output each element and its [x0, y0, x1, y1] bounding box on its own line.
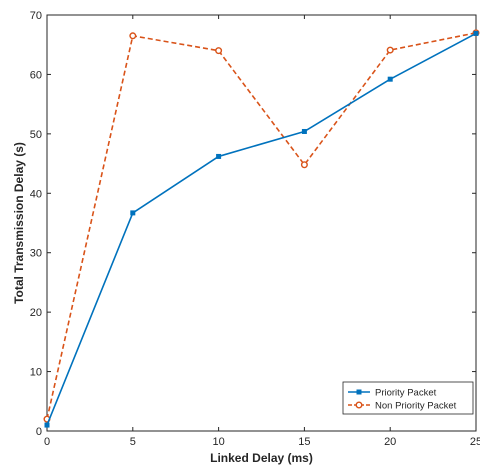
legend-item: Non Priority Packet	[348, 401, 457, 412]
y-tick-label: 30	[30, 248, 42, 260]
data-point	[216, 153, 222, 159]
legend-marker	[355, 401, 363, 409]
y-tick-label: 70	[30, 10, 42, 22]
x-tick-label: 15	[298, 436, 310, 448]
legend-label: Priority Packet	[375, 388, 437, 399]
legend-marker	[356, 389, 362, 395]
y-axis-ticks: 0 10 20 30 40 50 60 70	[30, 10, 476, 438]
x-axis-title: Linked Delay (ms)	[210, 451, 313, 465]
data-point	[473, 30, 479, 36]
legend-item: Priority Packet	[348, 388, 437, 399]
series-2	[43, 29, 480, 423]
series-1	[44, 30, 479, 428]
series-layer	[43, 29, 480, 428]
data-point	[129, 32, 137, 40]
legend: Priority Packet Non Priority Packet	[342, 381, 474, 415]
y-tick-label: 40	[30, 188, 42, 200]
x-tick-label: 20	[384, 436, 396, 448]
data-point	[44, 422, 50, 428]
data-point	[300, 161, 308, 169]
legend-box	[342, 381, 474, 415]
data-point	[387, 76, 393, 82]
y-axis-title: Total Transmission Delay (s)	[12, 142, 26, 304]
y-tick-label: 10	[30, 367, 42, 379]
plot-area	[46, 14, 477, 432]
data-point	[386, 46, 394, 54]
x-tick-label: 10	[212, 436, 224, 448]
x-axis-ticks: 0 5 10 15 20 25	[44, 15, 480, 448]
y-tick-label: 50	[30, 129, 42, 141]
legend-label: Non Priority Packet	[375, 401, 457, 412]
x-tick-label: 25	[470, 436, 480, 448]
series-line	[46, 32, 477, 420]
series-line	[46, 32, 477, 426]
y-tick-label: 20	[30, 307, 42, 319]
x-tick-label: 5	[130, 436, 136, 448]
legend-items: Priority Packet Non Priority Packet	[348, 388, 457, 412]
data-point	[130, 210, 136, 216]
data-point	[215, 47, 223, 55]
x-tick-label: 0	[44, 436, 50, 448]
y-tick-label: 60	[30, 69, 42, 81]
y-tick-label: 0	[36, 426, 42, 438]
data-point	[301, 128, 307, 134]
